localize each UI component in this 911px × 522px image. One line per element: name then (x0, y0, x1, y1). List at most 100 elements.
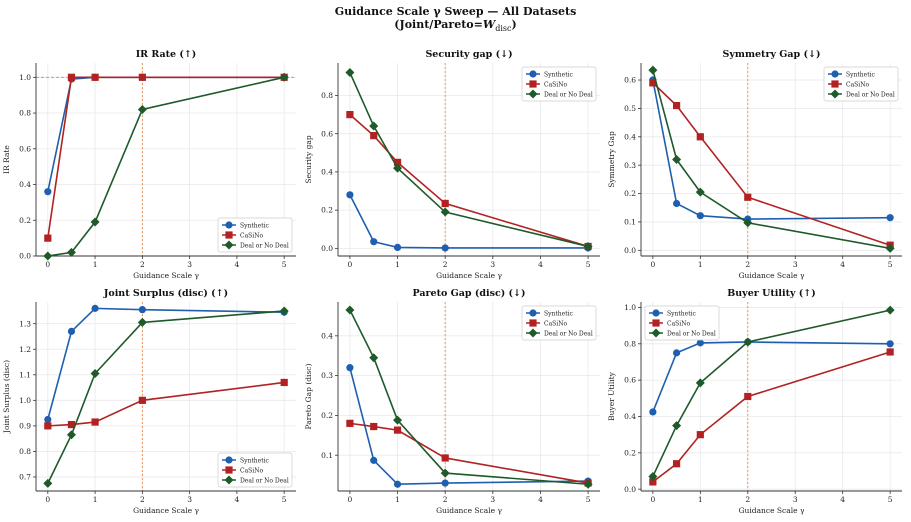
legend-label: Synthetic (240, 457, 270, 464)
y-tick-label: 0.2 (321, 206, 333, 215)
legend-marker (225, 231, 233, 239)
legend-marker (224, 475, 234, 485)
data-point (696, 431, 704, 439)
y-tick-label: 0.4 (321, 168, 333, 177)
legend-box (823, 66, 899, 102)
data-point (137, 317, 147, 327)
y-tick-label: 1.0 (19, 73, 31, 82)
x-tick-label: 4 (840, 495, 845, 504)
series-casino (346, 419, 592, 487)
legend: Synthetic CaSiNo Deal or No Deal (521, 66, 597, 102)
series-line (47, 76, 285, 192)
legend-label: CaSiNo (544, 81, 567, 88)
data-point (885, 305, 895, 315)
x-tick-label: 1 (698, 260, 703, 269)
data-point (649, 79, 657, 87)
legend-marker (652, 309, 660, 317)
x-axis-label: Guidance Scale γ (436, 506, 502, 515)
x-axis-label: Guidance Scale γ (436, 271, 502, 280)
legend-marker (529, 309, 537, 317)
legend-marker (529, 70, 537, 78)
data-point (370, 422, 378, 431)
legend-box (521, 66, 597, 102)
x-tick-label: 4 (235, 260, 240, 269)
y-tick-label: 0.5 (624, 104, 636, 113)
series-line (652, 351, 891, 483)
data-point (441, 454, 449, 462)
chart-title: Symmetry Gap (↓) (723, 49, 821, 60)
data-point (440, 468, 450, 478)
x-tick-label: 1 (395, 495, 400, 504)
series-synthetic (44, 304, 288, 424)
data-point (370, 456, 378, 464)
series-deal-or-no-deal (345, 305, 593, 489)
x-tick-label: 2 (443, 495, 448, 504)
y-tick-label: 0.4 (624, 412, 636, 421)
y-axis-label: Security gap (304, 135, 313, 183)
series-deal-or-no-deal (345, 68, 593, 251)
series-line (349, 113, 589, 248)
legend-label: Synthetic (667, 310, 697, 317)
legend: Synthetic CaSiNo Deal or No Deal (217, 452, 293, 488)
data-point (393, 415, 403, 425)
x-tick-label: 0 (45, 260, 50, 269)
x-tick-label: 0 (650, 495, 655, 504)
data-point (137, 104, 147, 114)
data-point (369, 121, 379, 131)
x-tick-label: 4 (840, 260, 845, 269)
data-point (885, 243, 895, 253)
data-point (441, 199, 449, 208)
data-point (441, 244, 449, 252)
legend: Synthetic CaSiNo Deal or No Deal (217, 217, 293, 253)
y-tick-label: 0.1 (321, 451, 333, 460)
legend-label: CaSiNo (240, 232, 263, 239)
x-tick-label: 3 (490, 495, 495, 504)
data-point (44, 422, 52, 430)
x-tick-label: 2 (443, 260, 448, 269)
y-tick-label: 1.3 (19, 319, 31, 328)
legend-box (217, 452, 293, 488)
series-synthetic (346, 191, 592, 252)
x-tick-label: 1 (395, 260, 400, 269)
data-point (66, 430, 76, 440)
x-axis-label: Guidance Scale γ (133, 271, 199, 280)
legend-label: CaSiNo (240, 467, 263, 474)
y-tick-label: 0.0 (624, 485, 636, 494)
legend-label: CaSiNo (544, 320, 567, 327)
legend-marker (831, 70, 839, 78)
data-point (393, 480, 402, 488)
x-tick-label: 3 (490, 260, 495, 269)
data-point (744, 193, 752, 201)
data-point (696, 133, 704, 141)
x-tick-label: 0 (348, 260, 353, 269)
x-axis-label: Guidance Scale γ (739, 271, 805, 280)
data-point (138, 396, 146, 404)
chart-panel-4: 0 1 2 3 4 5 0.7 0.8 0.9 1.0 1.1 1.2 1.3 Joint Surplus… (2, 288, 296, 515)
data-point (393, 163, 403, 173)
x-tick-label: 3 (793, 260, 798, 269)
data-point (346, 110, 354, 119)
x-tick-label: 0 (45, 495, 50, 504)
x-tick-label: 0 (650, 260, 655, 269)
legend-label: CaSiNo (667, 320, 690, 327)
y-tick-label: 1.1 (19, 370, 31, 379)
y-tick-label: 0.3 (321, 371, 333, 380)
legend-label: Deal or No Deal (240, 242, 289, 249)
data-point (695, 187, 705, 197)
x-tick-label: 5 (586, 495, 591, 504)
x-axis-label: Guidance Scale γ (739, 506, 805, 515)
x-tick-label: 4 (235, 495, 240, 504)
y-tick-label: 0.8 (19, 109, 31, 118)
y-tick-label: 0.9 (19, 421, 31, 430)
data-point (67, 327, 76, 335)
data-point (370, 238, 378, 246)
legend-label: Deal or No Deal (544, 330, 593, 337)
series-deal-or-no-deal (648, 305, 895, 481)
series-line (349, 367, 589, 486)
y-tick-label: 0.8 (321, 91, 333, 100)
chart-panel-2: 0 1 2 3 4 5 0.0 0.2 0.4 0.6 0.8 Security gap (↓) Gui… (304, 49, 600, 280)
chart-panel-3: 0 1 2 3 4 5 0.0 0.1 0.2 0.3 0.4 0.5 0.6 Symmetry Gap … (607, 49, 902, 280)
x-tick-label: 4 (538, 260, 543, 269)
data-point (672, 101, 681, 110)
data-point (886, 348, 894, 356)
